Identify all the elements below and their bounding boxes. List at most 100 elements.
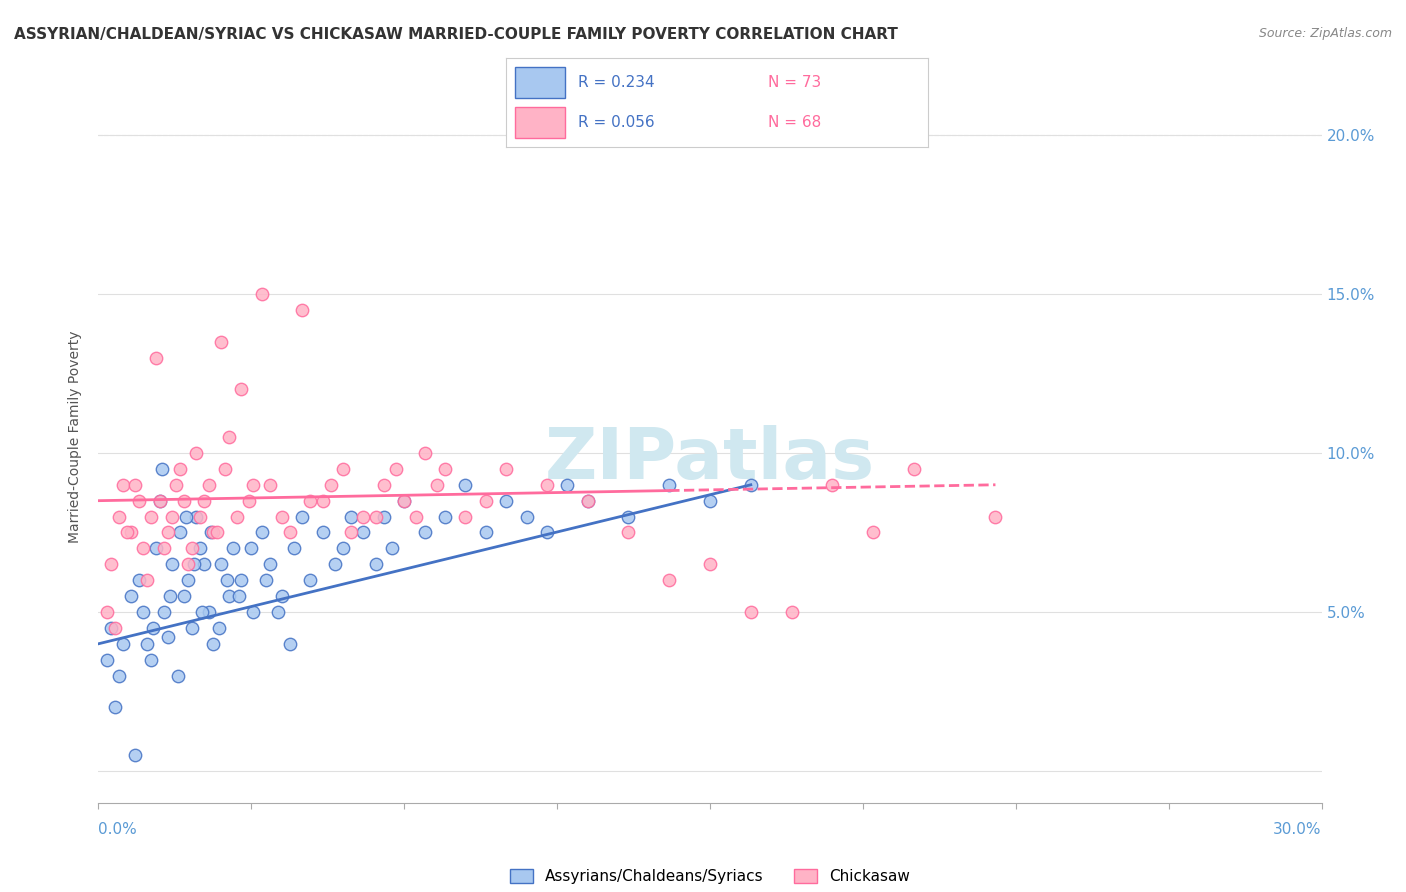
Point [186, 446, 208, 460]
Point [193, 558, 215, 572]
Point [373, 477, 395, 491]
Point [536, 477, 558, 491]
Point [332, 462, 354, 476]
Point [259, 477, 281, 491]
Point [405, 509, 427, 524]
Point [433, 462, 456, 476]
Point [100, 621, 122, 635]
Point [291, 302, 314, 317]
Point [186, 509, 208, 524]
Text: R = 0.234: R = 0.234 [578, 75, 654, 89]
Point [96, 605, 118, 619]
Point [516, 509, 538, 524]
Point [536, 525, 558, 540]
Bar [515, 107, 565, 138]
Point [299, 493, 322, 508]
Point [181, 621, 204, 635]
Point [169, 462, 191, 476]
Point [96, 653, 118, 667]
Point [218, 430, 240, 444]
Point [174, 509, 197, 524]
Point [104, 700, 127, 714]
Point [136, 573, 159, 587]
Point [209, 558, 232, 572]
Point [340, 509, 363, 524]
Point [474, 493, 498, 508]
Point [576, 493, 599, 508]
Point [132, 605, 155, 619]
Point [169, 525, 191, 540]
Point [149, 493, 172, 508]
Text: N = 73: N = 73 [768, 75, 821, 89]
Text: N = 68: N = 68 [768, 115, 821, 129]
Point [108, 509, 131, 524]
Point [120, 525, 142, 540]
Point [177, 573, 200, 587]
Point [474, 525, 498, 540]
Point [156, 525, 179, 540]
Text: 0.0%: 0.0% [98, 822, 138, 837]
Point [115, 525, 138, 540]
Point [205, 525, 228, 540]
Point [104, 621, 127, 635]
Point [108, 668, 131, 682]
Point [495, 462, 517, 476]
Point [250, 287, 273, 301]
Point [218, 589, 240, 603]
Point [699, 558, 721, 572]
Point [193, 493, 215, 508]
Point [228, 589, 250, 603]
Point [576, 493, 599, 508]
Point [167, 668, 190, 682]
Point [332, 541, 354, 556]
Point [495, 493, 517, 508]
Point [250, 525, 273, 540]
Text: ZIPatlas: ZIPatlas [546, 425, 875, 493]
Point [120, 589, 142, 603]
Point [201, 637, 224, 651]
Point [136, 637, 159, 651]
Point [433, 509, 456, 524]
Point [740, 477, 762, 491]
Point [373, 509, 395, 524]
Point [267, 605, 290, 619]
Point [312, 525, 335, 540]
Point [128, 493, 150, 508]
Point [214, 462, 236, 476]
Point [658, 477, 681, 491]
Point [340, 525, 363, 540]
Point [413, 525, 436, 540]
Point [152, 605, 174, 619]
Point [699, 493, 721, 508]
Point [141, 509, 163, 524]
Point [191, 605, 214, 619]
Point [188, 541, 212, 556]
Point [385, 462, 408, 476]
Point [142, 621, 165, 635]
Point [152, 541, 174, 556]
Point [270, 509, 294, 524]
Point [364, 558, 387, 572]
Y-axis label: Married-Couple Family Poverty: Married-Couple Family Poverty [69, 331, 83, 543]
Point [173, 589, 195, 603]
Point [209, 334, 232, 349]
Point [238, 493, 260, 508]
Legend: Assyrians/Chaldeans/Syriacs, Chickasaw: Assyrians/Chaldeans/Syriacs, Chickasaw [503, 863, 917, 890]
Point [780, 605, 803, 619]
Point [259, 558, 281, 572]
Point [381, 541, 404, 556]
Point [270, 589, 294, 603]
Point [181, 541, 204, 556]
Point [617, 525, 640, 540]
Point [111, 477, 134, 491]
Point [242, 605, 264, 619]
Point [617, 509, 640, 524]
Point [188, 509, 212, 524]
Point [413, 446, 436, 460]
Point [352, 525, 374, 540]
Text: Source: ZipAtlas.com: Source: ZipAtlas.com [1258, 27, 1392, 40]
Point [903, 462, 925, 476]
Point [208, 621, 231, 635]
Point [821, 477, 844, 491]
Point [197, 477, 219, 491]
